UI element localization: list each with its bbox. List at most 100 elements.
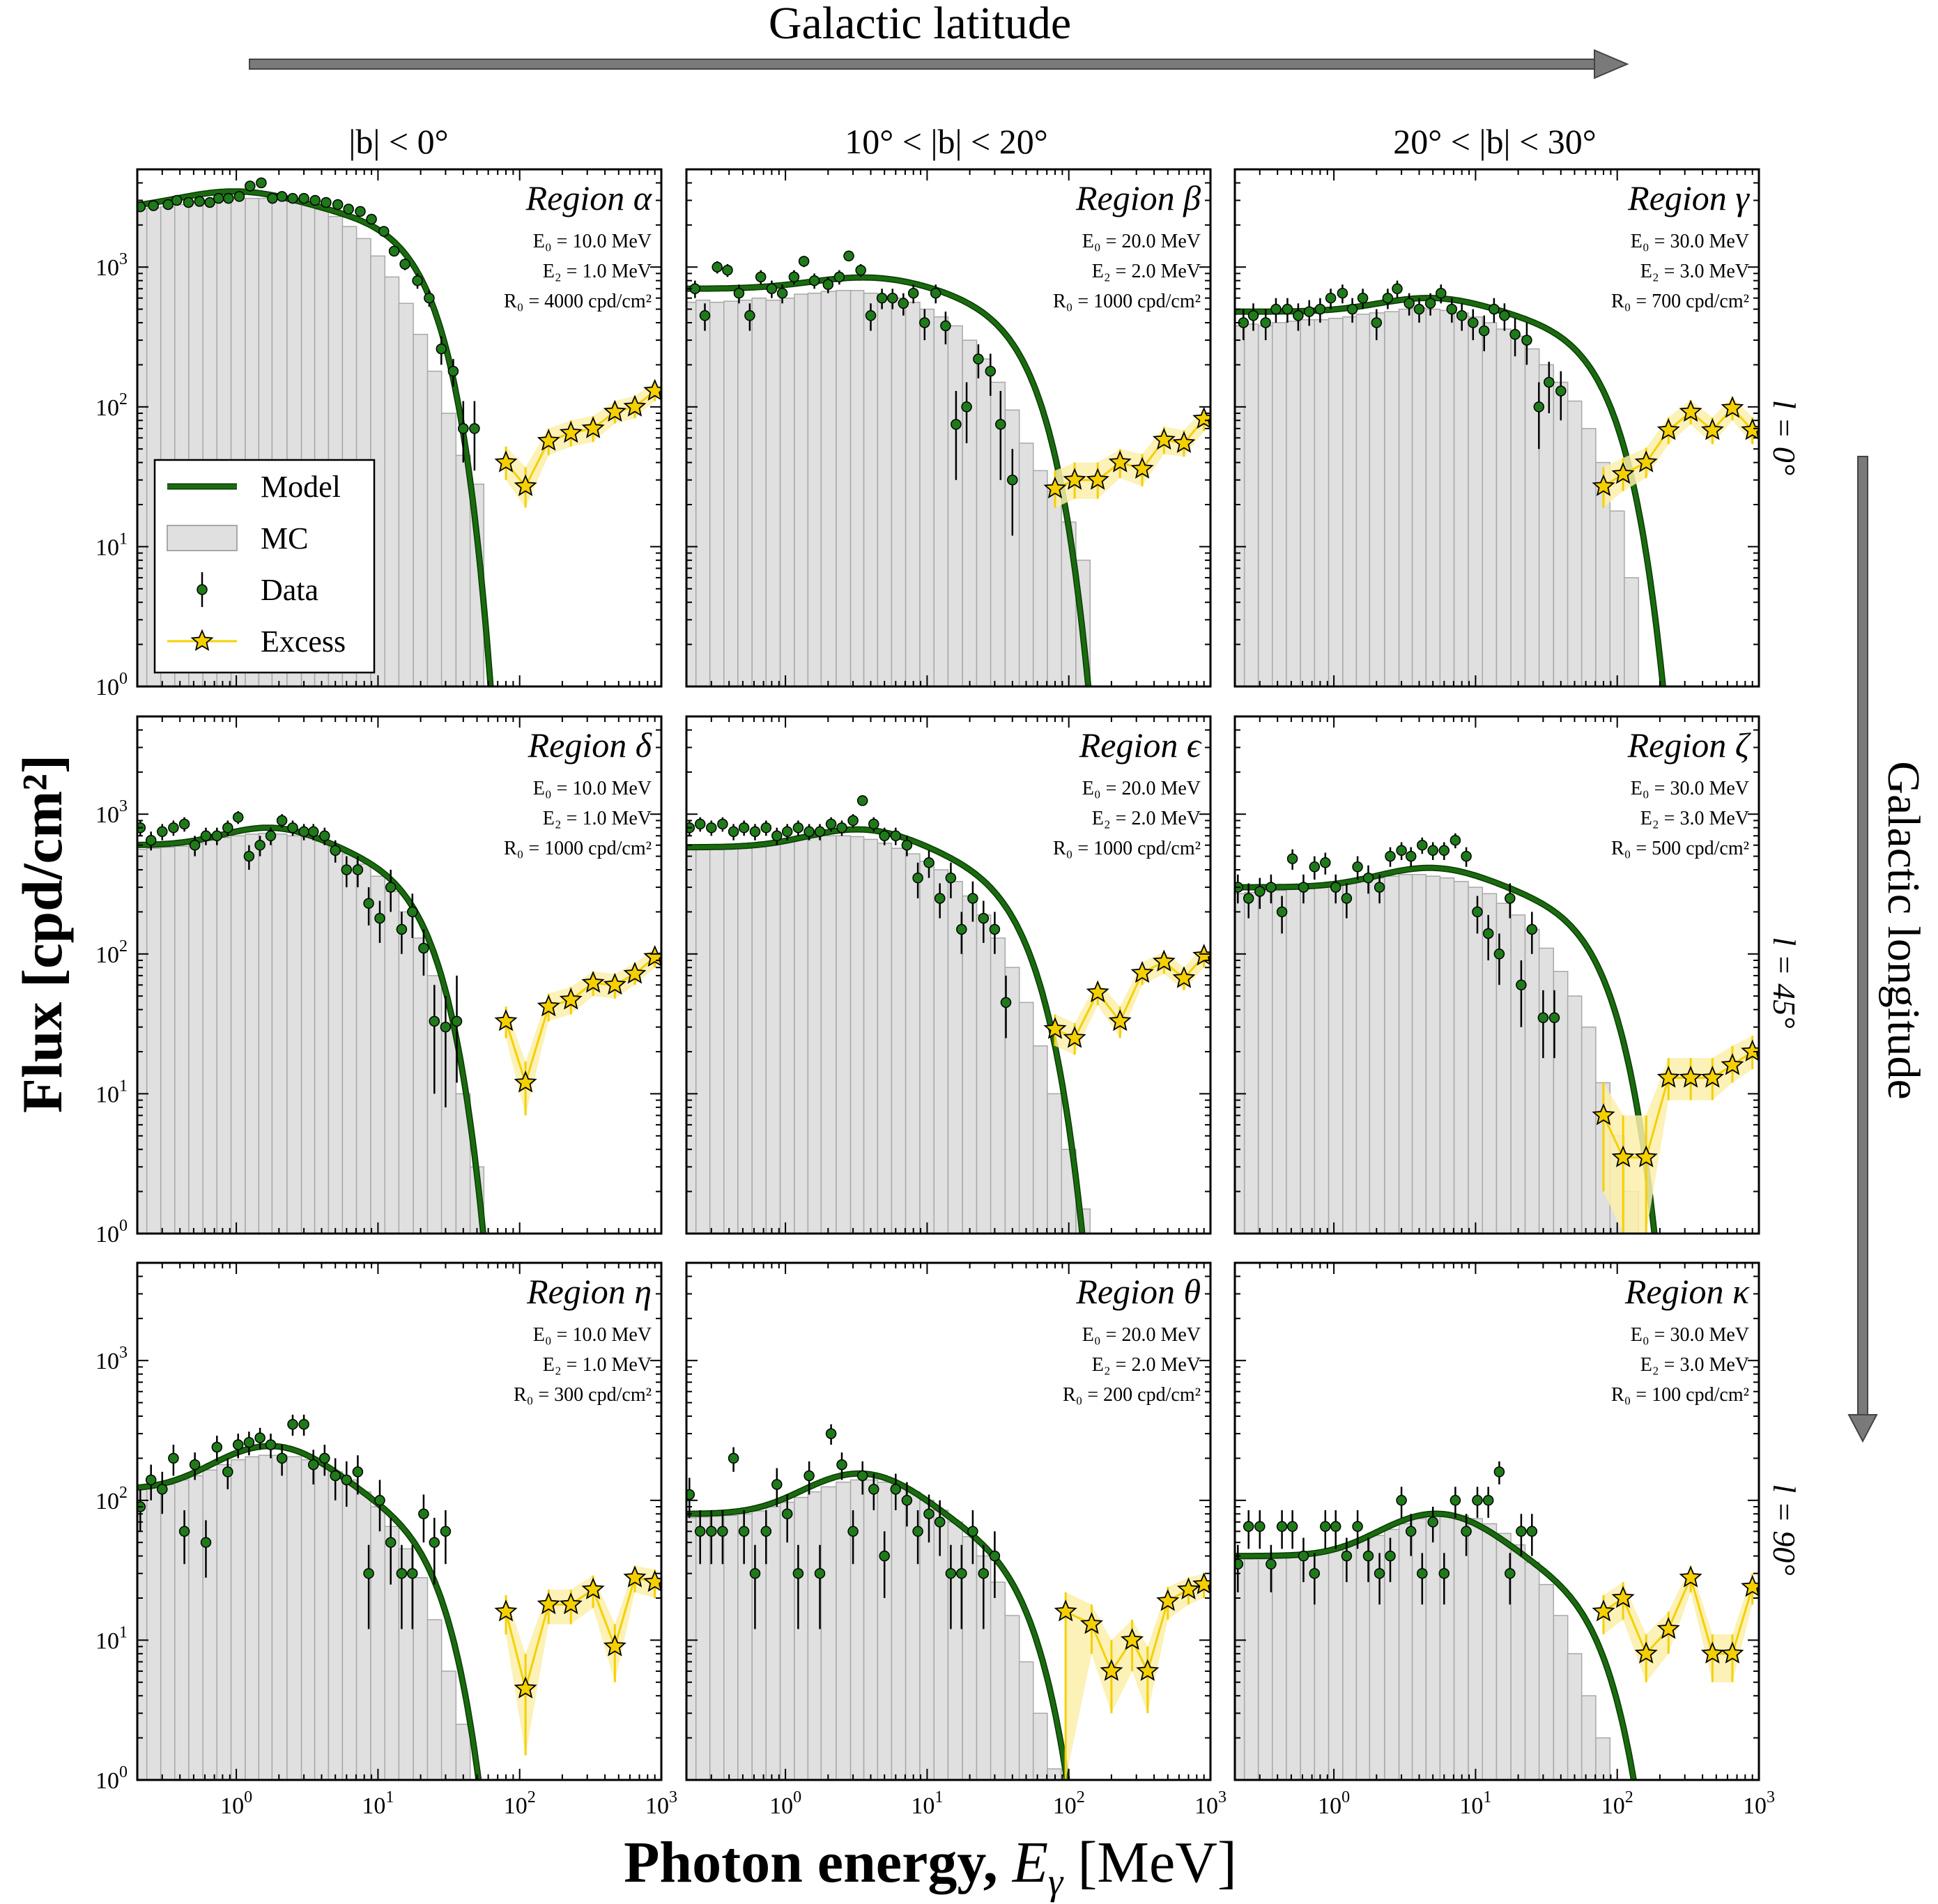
excess-line bbox=[505, 1576, 656, 1693]
data-point bbox=[451, 1015, 463, 1027]
data-point bbox=[907, 287, 919, 299]
excess-star bbox=[1156, 1589, 1180, 1611]
mc-bar bbox=[160, 846, 176, 1234]
data-point bbox=[717, 818, 728, 830]
data-point bbox=[879, 830, 890, 842]
excess-star bbox=[514, 474, 537, 496]
region-param: R₀ = 1000 cpd/cm² bbox=[1053, 291, 1201, 312]
excess-star bbox=[494, 1599, 518, 1622]
data-point bbox=[1352, 861, 1363, 873]
mc-bar bbox=[919, 308, 935, 686]
mc-bar bbox=[820, 1486, 837, 1780]
data-point bbox=[868, 1484, 879, 1495]
region-param: R₀ = 4000 cpd/cm² bbox=[504, 291, 652, 312]
mc-bar bbox=[137, 1489, 148, 1780]
data-point bbox=[332, 199, 344, 210]
data-point bbox=[803, 826, 815, 838]
mc-bar bbox=[1047, 1093, 1063, 1234]
mc-bar bbox=[933, 316, 949, 686]
data-point bbox=[1516, 1526, 1527, 1537]
mc-bar bbox=[146, 847, 162, 1234]
mc-bar bbox=[1553, 971, 1569, 1234]
x-tick-label: 102 bbox=[1601, 1788, 1633, 1819]
data-point bbox=[868, 818, 879, 830]
x-tick-exp: 1 bbox=[1483, 1788, 1491, 1806]
data-point bbox=[407, 906, 418, 918]
excess-star bbox=[581, 971, 605, 993]
y-tick-base: 10 bbox=[95, 395, 119, 421]
mc-bar bbox=[849, 290, 865, 686]
data-point bbox=[1489, 303, 1500, 315]
x-tick-exp: 3 bbox=[1218, 1788, 1226, 1806]
data-point bbox=[287, 192, 298, 204]
excess-star bbox=[1086, 980, 1109, 1003]
data-point bbox=[341, 1474, 353, 1486]
excess-star bbox=[1108, 1009, 1132, 1031]
y-tick-exp: 1 bbox=[119, 530, 128, 548]
data-point bbox=[694, 1526, 706, 1537]
y-tick-label: 100 bbox=[95, 1763, 128, 1794]
column-label: 10° < |b| < 20° bbox=[845, 122, 1047, 161]
data-point bbox=[956, 1567, 967, 1579]
data-point bbox=[211, 1441, 223, 1453]
model-curve bbox=[686, 1471, 1070, 1780]
mc-bar bbox=[1624, 577, 1640, 686]
data-point bbox=[222, 1466, 233, 1477]
data-point bbox=[1266, 882, 1277, 893]
data-point bbox=[1374, 1567, 1385, 1579]
data-point bbox=[178, 818, 190, 830]
mc-bar bbox=[1510, 914, 1526, 1234]
data-point bbox=[792, 1567, 804, 1579]
excess-star bbox=[1063, 468, 1086, 490]
data-point bbox=[1521, 335, 1532, 346]
data-point bbox=[771, 1479, 783, 1490]
x-tick-label: 100 bbox=[1318, 1788, 1350, 1819]
data-point bbox=[738, 1526, 750, 1537]
region-title: Region δ bbox=[528, 725, 652, 765]
x-tick-exp: 2 bbox=[1077, 1788, 1085, 1806]
mc-bar bbox=[1032, 1712, 1048, 1780]
data-point bbox=[855, 264, 866, 276]
mc-bar bbox=[1272, 889, 1287, 1234]
region-param: E₂ = 3.0 MeV bbox=[1640, 1354, 1749, 1376]
data-point bbox=[1385, 1550, 1396, 1562]
model-curve bbox=[137, 189, 493, 686]
data-point bbox=[717, 1526, 728, 1537]
panel-region-5: Region ζ E₀ = 30.0 MeV E₂ = 3.0 MeV R₀ = 50… bbox=[1233, 715, 1760, 1235]
excess-star bbox=[1172, 966, 1196, 988]
data-point bbox=[1254, 886, 1266, 897]
data-point bbox=[836, 1459, 847, 1471]
data-point bbox=[1438, 1567, 1450, 1579]
y-tick-exp: 3 bbox=[119, 250, 128, 268]
data-point bbox=[1385, 850, 1396, 862]
y-tick-base: 10 bbox=[95, 1082, 119, 1107]
data-point bbox=[1461, 850, 1472, 862]
mc-bar bbox=[905, 853, 921, 1234]
panel-plot-area bbox=[686, 795, 1210, 1234]
mc-bar bbox=[686, 848, 697, 1234]
mc-bar bbox=[1439, 877, 1455, 1234]
data-point bbox=[148, 200, 159, 211]
data-point bbox=[1505, 893, 1516, 904]
mc-bar bbox=[709, 846, 725, 1234]
data-point bbox=[825, 1428, 837, 1439]
mc-bar bbox=[1286, 1555, 1301, 1780]
mc-bar bbox=[1300, 319, 1316, 686]
data-point bbox=[168, 822, 179, 834]
data-point bbox=[912, 1526, 923, 1537]
data-point bbox=[1293, 310, 1304, 321]
data-point bbox=[836, 822, 847, 834]
data-point bbox=[1478, 325, 1490, 337]
mc-bar bbox=[440, 413, 457, 686]
mc-bar bbox=[286, 1456, 302, 1780]
panel-region-4: Region ϵ E₀ = 20.0 MeV E₂ = 2.0 MeV R₀ = 10… bbox=[685, 715, 1212, 1235]
excess-star bbox=[537, 429, 560, 451]
mc-bar bbox=[188, 843, 203, 1234]
excess-star bbox=[1741, 418, 1759, 440]
data-point bbox=[440, 1021, 452, 1033]
data-point bbox=[887, 292, 898, 304]
mc-bar bbox=[440, 1026, 457, 1234]
mc-bar bbox=[300, 837, 316, 1234]
